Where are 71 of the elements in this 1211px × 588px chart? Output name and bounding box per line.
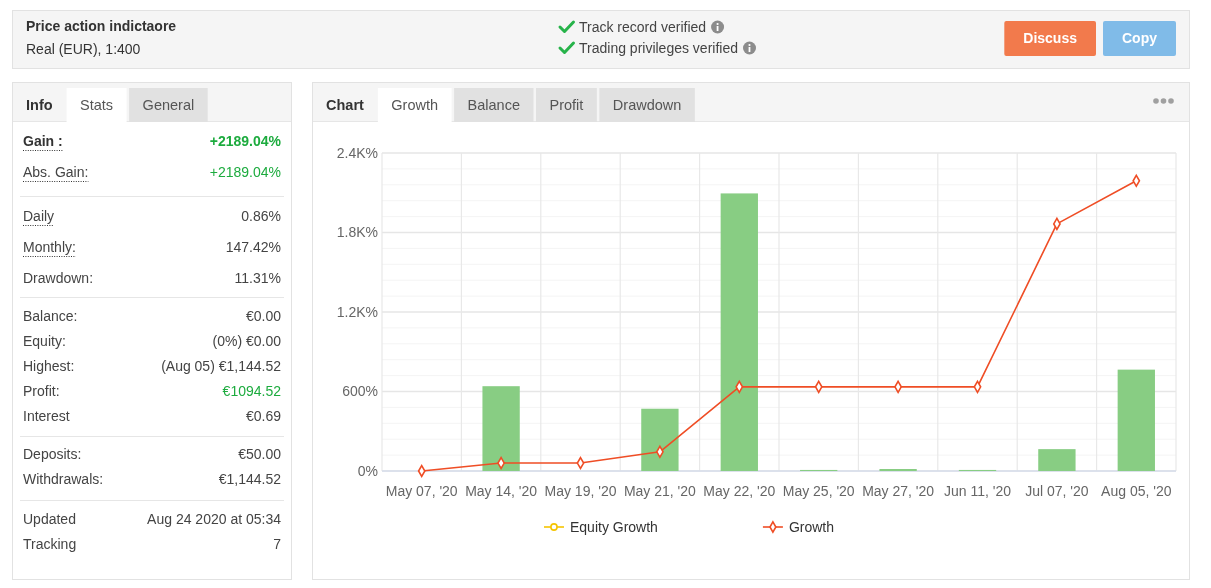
x-tick-label: Jun 11, '20 [943, 483, 1012, 499]
y-tick-label: 0% [357, 462, 378, 479]
button[interactable] [1004, 21, 1096, 56]
y-tick-label: 600% [342, 383, 378, 400]
y-tick-label: 1.8K% [336, 224, 378, 241]
tab[interactable] [454, 88, 534, 122]
text: Trading privileges verified [579, 40, 738, 56]
bar [720, 193, 758, 471]
text: Drawdown: [23, 270, 94, 286]
x-tick-label: Aug 05, '20 [1101, 483, 1172, 499]
text: (Aug 05) €1,144.52 [161, 358, 282, 374]
text: Withdrawals: [23, 471, 104, 487]
text: 0.86% [241, 208, 281, 224]
text: Gain : [23, 133, 63, 149]
text: Price action indictaore [26, 18, 177, 34]
y-tick-label: 1.2K% [336, 303, 378, 320]
chart-title: Chart [326, 97, 365, 113]
text: €50.00 [238, 446, 282, 462]
text: Track record verified [579, 19, 707, 35]
text: Discuss [1023, 30, 1078, 46]
text: (0%) €0.00 [212, 333, 282, 349]
text: Abs. Gain: [23, 164, 89, 180]
text: €1094.52 [222, 383, 282, 399]
legend-label: Growth [788, 519, 835, 535]
legend-label: Equity Growth [569, 519, 658, 535]
text: Stats [80, 97, 114, 113]
tab[interactable] [66, 88, 127, 122]
text: Info [26, 97, 53, 113]
text: Growth [391, 97, 439, 113]
bar [1038, 449, 1076, 471]
tab[interactable] [536, 88, 597, 122]
text: Equity: [23, 333, 66, 349]
text: Profit: [23, 383, 60, 399]
x-tick-label: May 14, '20 [465, 483, 538, 499]
text: Deposits: [23, 446, 82, 462]
x-tick-label: May 25, '20 [782, 483, 855, 499]
text: Updated [23, 511, 76, 527]
text: 7 [273, 536, 282, 552]
text: Aug 24 2020 at 05:34 [147, 511, 282, 527]
text: Copy [1122, 30, 1158, 46]
text: 11.31% [234, 270, 281, 286]
text: +2189.04% [209, 164, 281, 180]
text: €1,144.52 [218, 471, 282, 487]
x-tick-label: May 21, '20 [623, 483, 697, 499]
text: Highest: [23, 358, 75, 374]
x-tick-label: May 27, '20 [862, 483, 935, 499]
tab[interactable] [129, 88, 208, 122]
y-tick-label: 2.4K% [336, 144, 378, 161]
text: €0.69 [245, 408, 282, 424]
text: Balance: [23, 308, 78, 324]
text: General [142, 97, 195, 113]
text: Daily [23, 208, 55, 224]
text: Real (EUR), 1:400 [26, 41, 141, 57]
text: Drawdown [612, 97, 682, 113]
text: Interest [23, 408, 70, 424]
x-tick-label: May 22, '20 [703, 483, 776, 499]
x-tick-label: May 19, '20 [544, 483, 617, 499]
text: +2189.04% [209, 133, 282, 149]
text: Monthly: [23, 239, 76, 255]
bar [482, 386, 520, 471]
bar [1117, 369, 1155, 471]
text: 147.42% [225, 239, 281, 255]
text: Profit [549, 97, 584, 113]
text: Tracking [23, 536, 77, 552]
bar [641, 408, 679, 471]
x-tick-label: Jul 07, '20 [1025, 483, 1089, 499]
text: €0.00 [245, 308, 282, 324]
tab[interactable] [377, 88, 452, 122]
text: Balance [467, 97, 520, 113]
x-tick-label: May 07, '20 [385, 483, 458, 499]
tab[interactable] [599, 88, 695, 122]
